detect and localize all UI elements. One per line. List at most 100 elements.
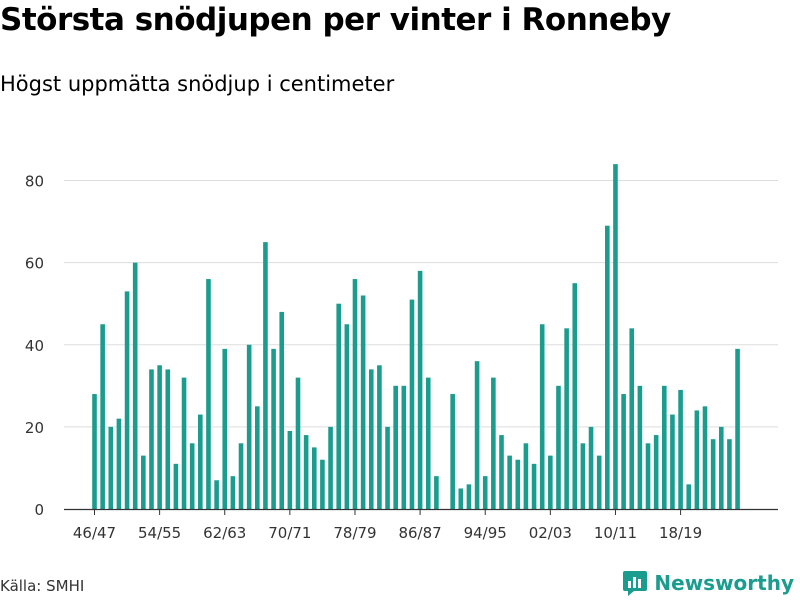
y-tick-label: 0 <box>34 501 44 519</box>
y-tick-label: 60 <box>25 255 44 273</box>
bar <box>621 394 626 509</box>
x-tick-label: 10/11 <box>594 524 637 542</box>
bar <box>507 455 512 509</box>
bar <box>653 435 659 509</box>
bar <box>401 385 407 509</box>
bar <box>132 262 138 509</box>
x-tick-label: 78/79 <box>333 524 376 542</box>
bar <box>149 369 154 509</box>
bar <box>727 439 732 509</box>
bar <box>702 406 708 509</box>
bar <box>450 394 455 509</box>
bar <box>320 459 325 509</box>
bar-chart-logo-icon <box>623 571 648 596</box>
x-tick-label: 62/63 <box>203 524 246 542</box>
bar <box>165 369 171 509</box>
bar <box>311 447 317 509</box>
bar <box>263 242 268 509</box>
bar <box>295 377 301 509</box>
bar <box>336 303 341 509</box>
bar <box>230 476 236 509</box>
bars <box>92 164 740 510</box>
bar <box>425 377 431 509</box>
source-note: Källa: SMHI <box>0 577 85 595</box>
bar <box>108 426 114 509</box>
y-axis-ticks: 0 20 40 60 80 <box>25 173 44 519</box>
bar <box>458 488 464 509</box>
brand-logo[interactable]: Newsworthy <box>622 569 794 597</box>
bar <box>173 463 179 509</box>
bar <box>466 484 472 509</box>
bar <box>580 443 586 509</box>
bar <box>735 348 740 509</box>
bar <box>556 385 561 509</box>
bar <box>116 418 122 509</box>
y-tick-label: 20 <box>25 419 44 437</box>
bar <box>255 406 260 509</box>
x-tick-label: 46/47 <box>73 524 116 542</box>
bar <box>206 279 211 509</box>
bar <box>645 443 651 509</box>
x-tick-label: 86/87 <box>398 524 441 542</box>
bar <box>718 426 724 509</box>
chart-title: Största snödjupen per vinter i Ronneby <box>0 2 671 38</box>
bar <box>377 365 382 509</box>
bar <box>499 435 504 509</box>
y-tick-label: 80 <box>25 173 44 191</box>
bar <box>385 426 390 509</box>
bar <box>124 291 130 509</box>
bar <box>92 394 97 509</box>
bar <box>328 426 333 509</box>
brand-name: Newsworthy <box>654 571 794 595</box>
bar <box>523 443 529 509</box>
chart-subtitle: Högst uppmätta snödjup i centimeter <box>0 72 395 96</box>
bar <box>189 443 195 509</box>
x-tick-label: 54/55 <box>138 524 181 542</box>
bar <box>246 344 252 509</box>
bar <box>360 295 366 509</box>
bar <box>181 377 187 509</box>
x-tick-label: 94/95 <box>464 524 507 542</box>
bar <box>303 435 309 509</box>
bar <box>491 377 496 509</box>
bar <box>605 225 610 509</box>
bar <box>710 439 716 509</box>
x-tick-label: 70/71 <box>268 524 311 542</box>
bar <box>198 414 203 509</box>
bar <box>214 480 219 509</box>
bar <box>474 361 480 509</box>
bar <box>531 463 537 509</box>
bar <box>100 324 105 509</box>
bar <box>434 476 439 509</box>
bar <box>694 410 700 509</box>
bar <box>596 455 602 509</box>
bar <box>629 328 635 509</box>
bar <box>637 385 643 509</box>
bar <box>141 455 146 509</box>
bar <box>515 459 521 509</box>
x-tick-label: 18/19 <box>659 524 702 542</box>
bar <box>287 430 293 509</box>
bar <box>572 283 578 509</box>
bar <box>670 414 675 509</box>
bar <box>588 426 594 509</box>
bar <box>564 328 569 509</box>
bar <box>352 279 358 509</box>
bar <box>548 455 553 509</box>
bar <box>271 348 276 509</box>
bar <box>393 385 398 509</box>
bar <box>539 324 545 509</box>
bar <box>662 385 667 509</box>
bar <box>678 389 683 509</box>
bar <box>482 476 488 509</box>
x-tick-label: 02/03 <box>529 524 572 542</box>
bar <box>344 324 350 509</box>
bar <box>368 369 374 509</box>
bar <box>409 299 415 509</box>
bar <box>222 348 228 509</box>
bar <box>613 164 618 510</box>
bar <box>157 365 162 509</box>
bar <box>686 484 692 509</box>
bar <box>417 270 423 509</box>
y-tick-label: 40 <box>25 337 44 355</box>
